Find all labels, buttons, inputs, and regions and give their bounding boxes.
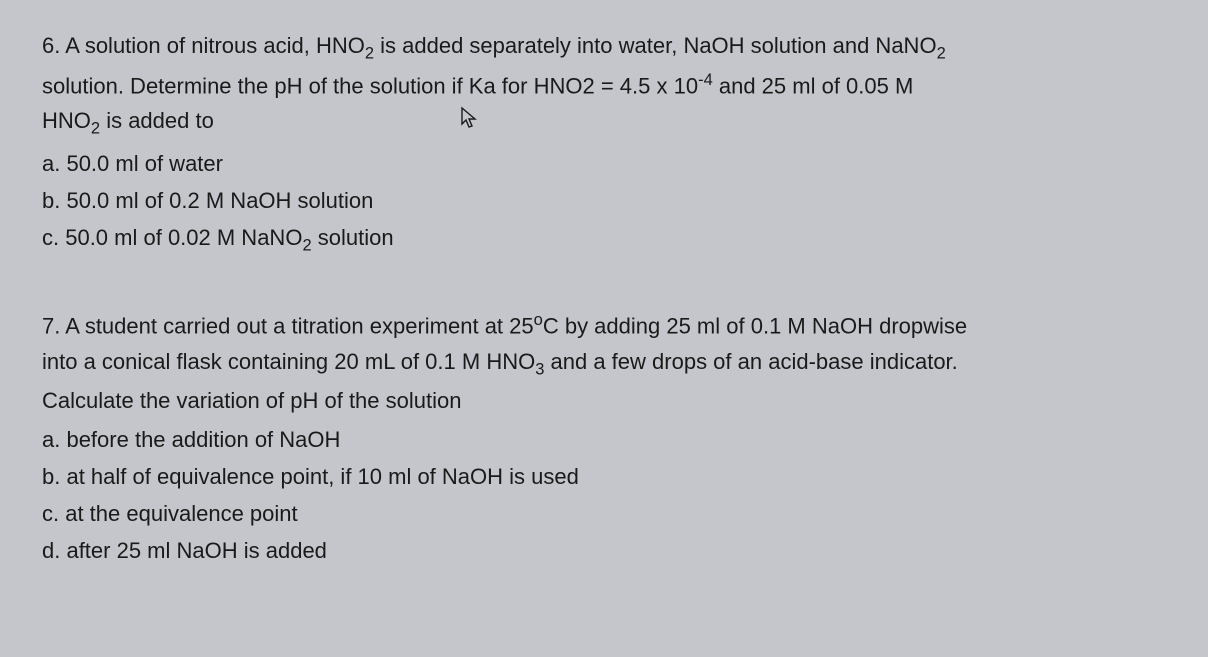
cursor-icon xyxy=(460,105,480,140)
q6-part-c-pre: c. 50.0 ml of 0.02 M NaNO xyxy=(42,225,302,250)
q6-line1-sub1: 2 xyxy=(365,44,374,62)
q6-part-c-sub: 2 xyxy=(302,237,311,255)
q7-part-a-label: a. before the addition of NaOH xyxy=(42,427,340,452)
q6-part-c-post: solution xyxy=(312,225,394,250)
q7-line1: 7. A student carried out a titration exp… xyxy=(42,314,534,339)
q6-line2-pre: solution. Determine the pH of the soluti… xyxy=(42,73,698,98)
question-7-text: 7. A student carried out a titration exp… xyxy=(42,307,1166,417)
q6-part-b-label: b. 50.0 ml of 0.2 M NaOH solution xyxy=(42,188,373,213)
q7-part-c: c. at the equivalence point xyxy=(42,496,1166,531)
q7-part-c-label: c. at the equivalence point xyxy=(42,501,298,526)
q7-line2-post: and a few drops of an acid-base indicato… xyxy=(544,349,957,374)
question-6: 6. A solution of nitrous acid, HNO2 is a… xyxy=(42,28,1166,259)
question-6-text: 6. A solution of nitrous acid, HNO2 is a… xyxy=(42,28,1166,142)
q6-line3-pre: HNO xyxy=(42,108,91,133)
q6-part-a: a. 50.0 ml of water xyxy=(42,146,1166,181)
q7-line3: Calculate the variation of pH of the sol… xyxy=(42,388,461,413)
q6-line1-pre: 6. A solution of nitrous acid, HNO xyxy=(42,33,365,58)
q7-line1-post: C by adding 25 ml of 0.1 M NaOH dropwise xyxy=(543,314,967,339)
q6-line2-sup: -4 xyxy=(698,71,713,89)
q6-line2-post: and 25 ml of 0.05 M xyxy=(713,73,914,98)
q6-line1-sub2: 2 xyxy=(937,44,946,62)
q6-line3-sub: 2 xyxy=(91,120,100,138)
q6-part-a-label: a. 50.0 ml of water xyxy=(42,151,223,176)
q7-part-b: b. at half of equivalence point, if 10 m… xyxy=(42,459,1166,494)
q7-part-b-label: b. at half of equivalence point, if 10 m… xyxy=(42,464,579,489)
q7-line2-pre: into a conical flask containing 20 mL of… xyxy=(42,349,535,374)
q6-line1-mid: is added separately into water, NaOH sol… xyxy=(374,33,937,58)
question-7: 7. A student carried out a titration exp… xyxy=(42,307,1166,568)
q7-part-a: a. before the addition of NaOH xyxy=(42,422,1166,457)
q6-line3-post: is added to xyxy=(100,108,214,133)
q6-part-b: b. 50.0 ml of 0.2 M NaOH solution xyxy=(42,183,1166,218)
q7-part-d-label: d. after 25 ml NaOH is added xyxy=(42,538,327,563)
q7-part-d: d. after 25 ml NaOH is added xyxy=(42,533,1166,568)
q6-part-c: c. 50.0 ml of 0.02 M NaNO2 solution xyxy=(42,220,1166,259)
q7-line1-sup: o xyxy=(534,311,543,329)
